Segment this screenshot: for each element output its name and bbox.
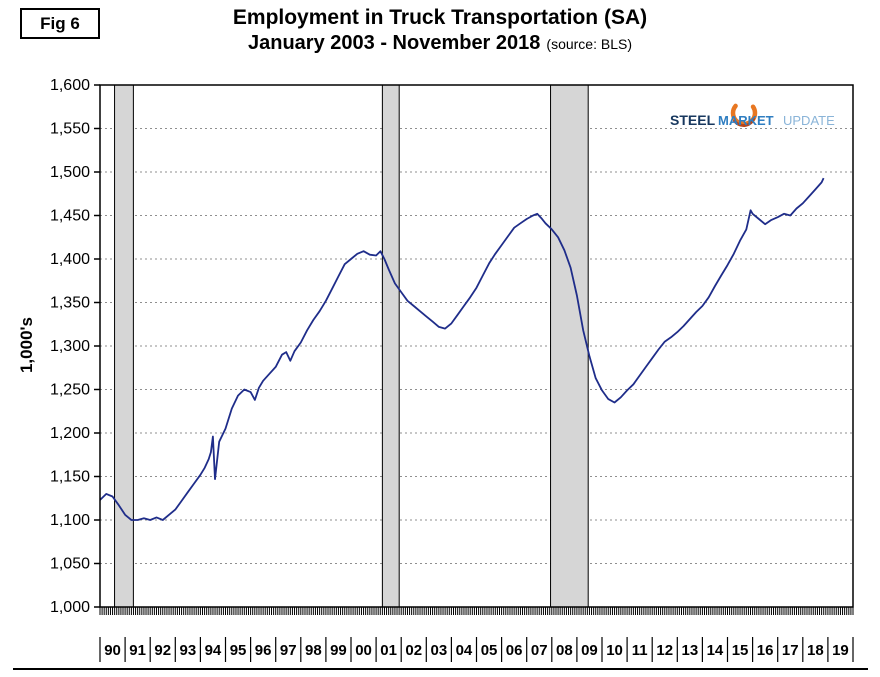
x-tick-label: 05 [481, 642, 498, 659]
figure-number-box: Fig 6 [20, 8, 100, 39]
x-tick-label: 03 [431, 642, 448, 659]
chart-title: Employment in Truck Transportation (SA) [232, 6, 648, 29]
x-tick-label: 04 [456, 642, 473, 659]
y-tick-label: 1,000 [50, 599, 90, 616]
x-tick-label: 94 [205, 642, 222, 659]
x-tick-label: 19 [832, 642, 849, 659]
figure-number-label: Fig 6 [40, 13, 80, 33]
x-tick-label: 13 [682, 642, 699, 659]
y-tick-label: 1,400 [50, 251, 90, 268]
y-tick-label: 1,200 [50, 425, 90, 442]
x-tick-label: 09 [581, 642, 598, 659]
x-tick-label: 06 [506, 642, 523, 659]
recession-band [381, 84, 400, 608]
y-tick-label: 1,500 [50, 164, 90, 181]
x-tick-label: 93 [180, 642, 197, 659]
y-tick-label: 1,450 [50, 208, 90, 225]
plot-border [99, 84, 854, 608]
x-tick-label: 17 [782, 642, 799, 659]
y-tick-label: 1,150 [50, 469, 90, 486]
x-tick-label: 98 [305, 642, 322, 659]
x-tick-label: 99 [330, 642, 347, 659]
chart-subtitle-row: January 2003 - November 2018 (source: BLS… [0, 32, 880, 55]
chart-subtitle: January 2003 - November 2018 [248, 32, 541, 54]
x-tick-label: 97 [280, 642, 297, 659]
y-tick-label: 1,250 [50, 382, 90, 399]
x-tick-label: 15 [732, 642, 749, 659]
x-tick-label: 01 [380, 642, 397, 659]
y-tick-label: 1,050 [50, 556, 90, 573]
y-tick-label: 1,350 [50, 295, 90, 312]
x-tick-label: 12 [656, 642, 673, 659]
x-tick-label: 00 [355, 642, 372, 659]
x-tick-label: 92 [154, 642, 171, 659]
x-tick-label: 96 [255, 642, 272, 659]
y-tick-label: 1,300 [50, 338, 90, 355]
x-tick-label: 18 [807, 642, 824, 659]
chart-header: Employment in Truck Transportation (SA) … [0, 6, 880, 55]
y-axis-title: 1,000's [17, 316, 36, 374]
x-tick-label: 02 [405, 642, 422, 659]
x-tick-label: 16 [757, 642, 774, 659]
logo-swoosh-icon [730, 99, 758, 127]
y-tick-label: 1,600 [50, 77, 90, 94]
logo-word-steel: STEEL [670, 112, 716, 128]
steel-market-update-logo: STEEL MARKET UPDATE [668, 99, 840, 136]
x-tick-label: 90 [104, 642, 121, 659]
x-tick-label: 07 [531, 642, 548, 659]
y-tick-label: 1,100 [50, 512, 90, 529]
x-tick-label: 10 [606, 642, 623, 659]
x-tick-label: 14 [707, 642, 724, 659]
recession-band [550, 84, 589, 608]
y-tick-label: 1,550 [50, 121, 90, 138]
x-tick-label: 11 [632, 642, 648, 659]
x-tick-label: 95 [230, 642, 247, 659]
employment-series-line [99, 177, 825, 521]
x-tick-label: 91 [129, 642, 146, 659]
logo-word-market: MARKET [718, 113, 774, 128]
logo-word-update: UPDATE [783, 113, 835, 128]
chart-source-note: (source: BLS) [546, 36, 632, 52]
x-tick-label: 08 [556, 642, 573, 659]
logo-swoosh-shadow-icon [732, 117, 756, 127]
recession-band [114, 84, 134, 608]
